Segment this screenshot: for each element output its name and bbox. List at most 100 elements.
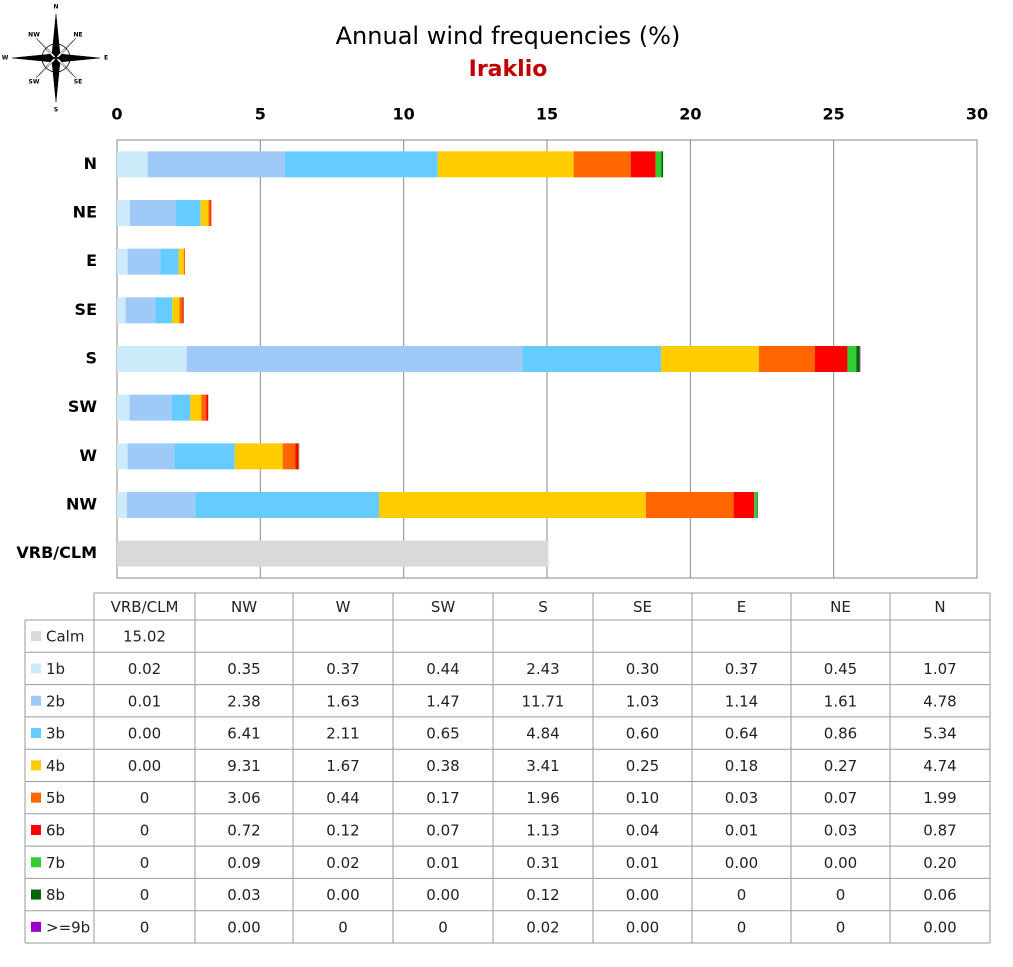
bar-segment <box>127 443 175 470</box>
bar-segment <box>129 200 177 226</box>
table-value: 0.35 <box>227 660 260 678</box>
table-value: 0.00 <box>128 725 161 743</box>
table-value: 0 <box>737 918 747 936</box>
legend-label: 5b <box>46 789 65 807</box>
bar-segment <box>645 492 734 518</box>
table-value: 0 <box>140 918 150 936</box>
compass-label: NE <box>73 32 82 39</box>
x-tick-label: 5 <box>255 105 266 124</box>
table-value: 0 <box>140 854 150 872</box>
table-value: 11.71 <box>522 692 565 710</box>
x-tick-label: 15 <box>536 105 558 124</box>
table-value: 0.00 <box>128 757 161 775</box>
table-value: 0.03 <box>725 789 758 807</box>
bar-segment <box>182 297 184 324</box>
table-value: 6.41 <box>227 725 260 743</box>
table-value: 1.96 <box>526 789 559 807</box>
table-value: 0.00 <box>426 886 459 904</box>
legend-label: >=9b <box>46 918 90 936</box>
bar-segment <box>234 443 283 470</box>
y-tick-label: W <box>79 446 97 465</box>
table-value: 0.04 <box>626 821 659 839</box>
y-tick-label: SW <box>68 397 98 416</box>
table-value: 2.11 <box>326 725 359 743</box>
table-value: 0 <box>836 918 846 936</box>
table-value: 1.03 <box>626 692 659 710</box>
y-tick-label: SE <box>75 300 97 319</box>
table-value: 0.02 <box>326 854 359 872</box>
table-value: 9.31 <box>227 757 260 775</box>
compass-label: S <box>54 107 58 114</box>
table-value: 0.64 <box>725 725 758 743</box>
legend-label: 1b <box>46 660 65 678</box>
bar-segment <box>117 492 128 518</box>
bar-segment <box>179 297 183 324</box>
table-header: W <box>336 598 351 616</box>
table-value: 0.20 <box>923 854 956 872</box>
compass-label: W <box>2 55 9 62</box>
x-tick-label: 10 <box>393 105 415 124</box>
bar-segment <box>117 443 128 470</box>
bar-segment <box>176 200 201 226</box>
bar-segment <box>630 151 656 178</box>
bar-segment <box>190 394 202 421</box>
bar-segment <box>186 346 523 372</box>
legend-swatch <box>31 792 41 803</box>
compass-rose <box>11 13 101 103</box>
bar-segment <box>284 151 438 178</box>
table-value: 0.00 <box>725 854 758 872</box>
table-value: 0.44 <box>326 789 359 807</box>
legend-swatch <box>31 824 41 835</box>
legend-swatch <box>31 889 41 900</box>
legend-label: 3b <box>46 725 65 743</box>
table-value: 3.41 <box>526 757 559 775</box>
bar-segment <box>117 394 130 421</box>
bar-segment <box>174 443 235 470</box>
bar-segment <box>655 151 662 178</box>
chart-title: Annual wind frequencies (%) <box>336 22 681 50</box>
table-value: 0.00 <box>626 918 659 936</box>
table-value: 0.07 <box>824 789 857 807</box>
bar-segment <box>201 394 207 421</box>
table-value: 0.12 <box>326 821 359 839</box>
bar-segment <box>295 443 299 470</box>
table-value: 0.06 <box>923 886 956 904</box>
bar-segment <box>282 443 296 470</box>
table-value: 5.34 <box>923 725 956 743</box>
x-tick-label: 30 <box>966 105 988 124</box>
table-value: 0 <box>140 886 150 904</box>
table-value: 0.37 <box>326 660 359 678</box>
compass-label: SE <box>74 79 82 86</box>
bar-segment <box>547 540 549 567</box>
bar-segment <box>522 346 662 372</box>
table-value: 0.00 <box>923 918 956 936</box>
legend-swatch <box>31 728 41 739</box>
table-value: 4.84 <box>526 725 559 743</box>
table-value: 0.45 <box>824 660 857 678</box>
table-value: 0.07 <box>426 821 459 839</box>
legend-label: 6b <box>46 821 65 839</box>
table-value: 0.87 <box>923 821 956 839</box>
table-value: 4.74 <box>923 757 956 775</box>
bar-segment <box>127 248 161 275</box>
y-tick-label: E <box>86 251 97 270</box>
table-value: 0.03 <box>824 821 857 839</box>
bar-segment <box>661 151 664 178</box>
table-value: 0.02 <box>526 918 559 936</box>
bar-segment <box>573 151 631 178</box>
bar-segment <box>200 200 209 226</box>
table-value: 0.10 <box>626 789 659 807</box>
table-value: 1.67 <box>326 757 359 775</box>
table-value: 0.01 <box>426 854 459 872</box>
bar-segment <box>756 492 758 518</box>
table-value: 1.63 <box>326 692 359 710</box>
table-value: 0.86 <box>824 725 857 743</box>
table-value: 0.30 <box>626 660 659 678</box>
bar-segment <box>117 540 548 567</box>
compass-label: NW <box>28 32 40 39</box>
bar-segment <box>758 346 816 372</box>
table-value: 0.27 <box>824 757 857 775</box>
table-header: S <box>538 598 548 616</box>
table-header: SE <box>633 598 652 616</box>
table-value: 1.07 <box>923 660 956 678</box>
